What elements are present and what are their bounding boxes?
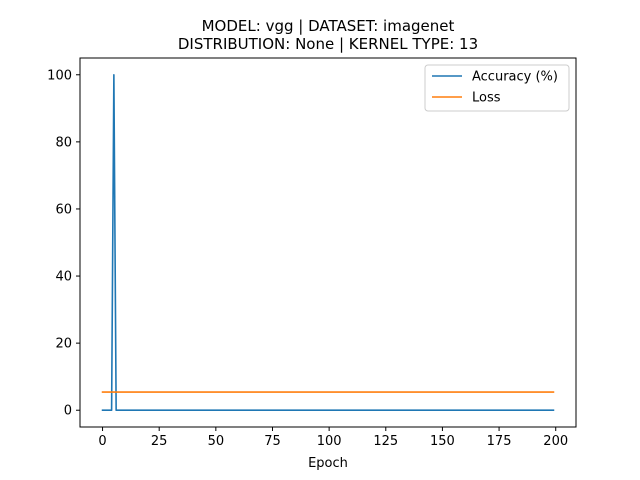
x-tick-label: 0 (98, 434, 106, 449)
y-tick-label: 0 (64, 404, 72, 419)
y-axis-ticks: 0 20 40 60 80 100 (47, 68, 80, 419)
legend-label-1: Loss (472, 91, 501, 106)
y-tick-label: 20 (55, 337, 72, 352)
y-tick-label: 40 (55, 270, 72, 285)
x-axis-label: Epoch (308, 456, 348, 471)
x-tick-label: 150 (430, 434, 455, 449)
x-axis-ticks: 0 25 50 75 100 125 150 175 200 (98, 427, 568, 449)
plot-area-frame (79, 57, 577, 428)
legend-label-0: Accuracy (%) (472, 70, 558, 85)
x-tick-label: 75 (264, 434, 281, 449)
legend: Accuracy (%) Loss (424, 64, 570, 112)
y-tick-label: 80 (55, 135, 72, 150)
x-tick-label: 125 (373, 434, 398, 449)
chart-title-line-1: MODEL: vgg | DATASET: imagenet (202, 17, 455, 35)
chart-title-line-2: DISTRIBUTION: None | KERNEL TYPE: 13 (178, 35, 478, 53)
legend-entries: Accuracy (%) Loss (432, 70, 558, 106)
x-tick-label: 25 (151, 434, 168, 449)
x-tick-label: 175 (487, 434, 512, 449)
series-line-0 (101, 73, 555, 412)
y-tick-label: 100 (47, 68, 72, 83)
x-tick-label: 200 (543, 434, 568, 449)
x-tick-label: 100 (317, 434, 342, 449)
series-layer (101, 73, 555, 412)
y-tick-label: 60 (55, 202, 72, 217)
x-tick-label: 50 (208, 434, 225, 449)
